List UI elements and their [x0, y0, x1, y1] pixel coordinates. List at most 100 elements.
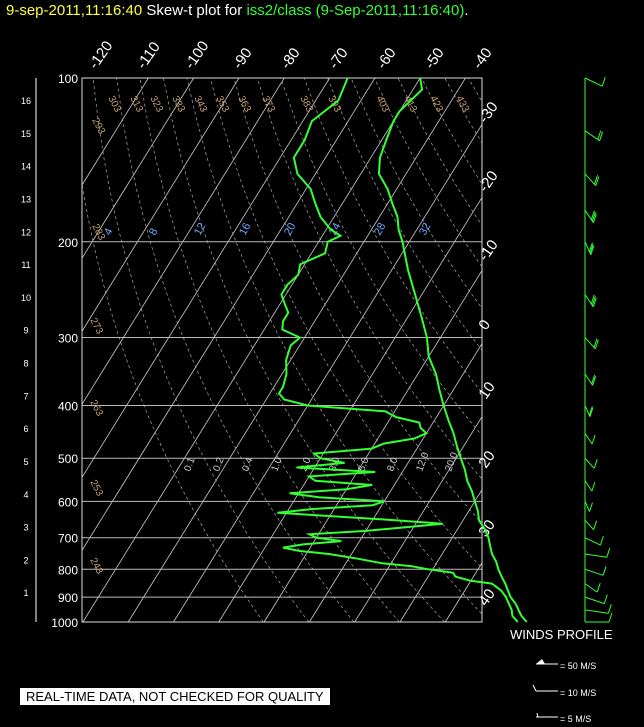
height-tick-label: 7 — [23, 391, 28, 401]
dry-adiabat-line — [515, 78, 644, 622]
dry-adiabat-line — [467, 78, 482, 103]
dry-adiabat-label: 313 — [127, 94, 145, 114]
mixing-ratio-label: 16 — [237, 221, 253, 237]
wind-barb-feather — [592, 297, 597, 307]
wind-barb-feather — [608, 612, 613, 623]
dry-adiabat-label: 373 — [259, 94, 277, 114]
wind-barb-feather — [594, 175, 598, 185]
dry-adiabat-label: 353 — [213, 94, 231, 114]
wind-barb — [584, 501, 590, 512]
mixing-ratio-label: 4 — [102, 226, 115, 237]
isotherm-top-label: -120 — [85, 38, 116, 72]
wind-barb-feather — [603, 594, 608, 604]
pressure-tick-label: 800 — [58, 563, 78, 577]
legend-5-feather — [536, 712, 539, 718]
wind-barb — [584, 294, 594, 308]
isotherm-line — [354, 415, 482, 622]
wind-barb-feather — [591, 374, 596, 385]
height-tick-label: 16 — [21, 96, 31, 106]
dry-adiabat-line — [350, 78, 482, 309]
isotherm-right-label: 0 — [475, 317, 494, 334]
isotherm-line — [218, 196, 482, 622]
dry-adiabat-line — [186, 78, 482, 615]
wind-barb-feather — [592, 376, 597, 386]
isotherm-top-label: -60 — [373, 45, 399, 73]
isotherm-top-label: -100 — [181, 38, 212, 72]
mixing-ratio-label-lower: 0.2 — [211, 456, 226, 473]
wind-barb-feather — [588, 406, 593, 416]
quality-warning: REAL-TIME DATA, NOT CHECKED FOR QUALITY — [20, 688, 330, 705]
dry-adiabat-line — [163, 78, 445, 622]
dry-adiabat-label: 383 — [297, 94, 315, 114]
wind-barb — [584, 609, 609, 614]
isotherm-line — [309, 342, 482, 622]
isotherm-top-label: -50 — [421, 45, 447, 73]
height-tick-label: 9 — [23, 326, 28, 336]
height-tick-label: 11 — [21, 260, 30, 270]
isotherm-right-label: -30 — [475, 99, 501, 127]
winds-profile-title: WINDS PROFILE — [510, 627, 613, 642]
isotherm-top-label: -110 — [133, 39, 164, 72]
dry-adiabat-label: 343 — [191, 94, 209, 114]
mixing-ratio-label: 28 — [372, 221, 388, 237]
wind-barb-feather — [589, 407, 594, 417]
height-tick-label: 14 — [21, 162, 31, 172]
wind-legend-50: = 50 M/S — [560, 661, 597, 671]
wind-barb — [584, 77, 603, 87]
dry-adiabat-line — [256, 78, 482, 480]
dry-adiabat-line — [303, 78, 482, 394]
isotherm-line — [82, 78, 285, 406]
dry-adiabat-label: 303 — [105, 94, 123, 114]
wind-barb-feather — [591, 212, 596, 222]
wind-barb — [584, 553, 607, 558]
isotherm-line — [82, 78, 240, 332]
dry-adiabat-line — [82, 181, 264, 622]
chart-title: 9-sep-2011,11:16:40 Skew-t plot for iss2… — [6, 2, 469, 19]
wind-barb-feather — [593, 338, 598, 348]
wind-barb — [584, 130, 600, 142]
isotherm-right-label: -10 — [475, 237, 501, 265]
dry-adiabat-line — [327, 78, 482, 351]
isotherm-line — [491, 78, 644, 622]
dry-adiabat-line — [280, 78, 482, 437]
isotherm-line — [399, 488, 482, 622]
wind-barb — [584, 596, 605, 605]
dry-adiabat-line — [444, 78, 482, 144]
wind-barb-feather — [589, 244, 594, 254]
pressure-tick-label: 300 — [58, 332, 78, 346]
height-tick-label: 4 — [23, 490, 28, 500]
isotherm-top-label: -40 — [469, 45, 495, 73]
isotherm-line — [82, 78, 149, 186]
isotherm-line — [173, 123, 482, 622]
height-tick-label: 3 — [23, 523, 28, 533]
plot-frame — [81, 77, 483, 623]
pressure-tick-label: 500 — [58, 452, 78, 466]
dry-adiabat-line — [139, 78, 400, 622]
wind-legend-5: = 5 M/S — [560, 714, 592, 724]
wind-barb-feather — [597, 130, 602, 140]
wind-barb — [584, 583, 598, 593]
dry-adiabat-line — [397, 78, 482, 226]
height-tick-label: 10 — [21, 293, 31, 303]
wind-barb-feather — [595, 176, 600, 186]
dry-adiabat-line — [92, 78, 309, 622]
height-tick-label: 5 — [23, 457, 28, 467]
height-tick-label: 15 — [21, 129, 31, 139]
isotherm-right-label: 40 — [475, 586, 498, 609]
wind-barb-feather — [607, 604, 612, 614]
height-tick-label: 1 — [23, 588, 28, 598]
wind-barb — [584, 537, 601, 546]
dry-adiabat-label: 413 — [401, 94, 419, 114]
isotherm-line — [127, 78, 466, 622]
wind-barb-feather — [596, 582, 601, 593]
wind-barb-feather — [592, 213, 597, 223]
wind-barb-feather — [590, 245, 595, 255]
mixing-ratio-label-lower: 5.0 — [356, 456, 371, 473]
wind-barb — [584, 433, 593, 445]
wind-profile-panel — [532, 77, 613, 718]
pressure-tick-label: 100 — [58, 72, 78, 86]
wind-legend-10: = 10 M/S — [560, 688, 597, 698]
dry-adiabat-label: 273 — [87, 316, 105, 336]
height-tick-label: 13 — [21, 194, 31, 204]
